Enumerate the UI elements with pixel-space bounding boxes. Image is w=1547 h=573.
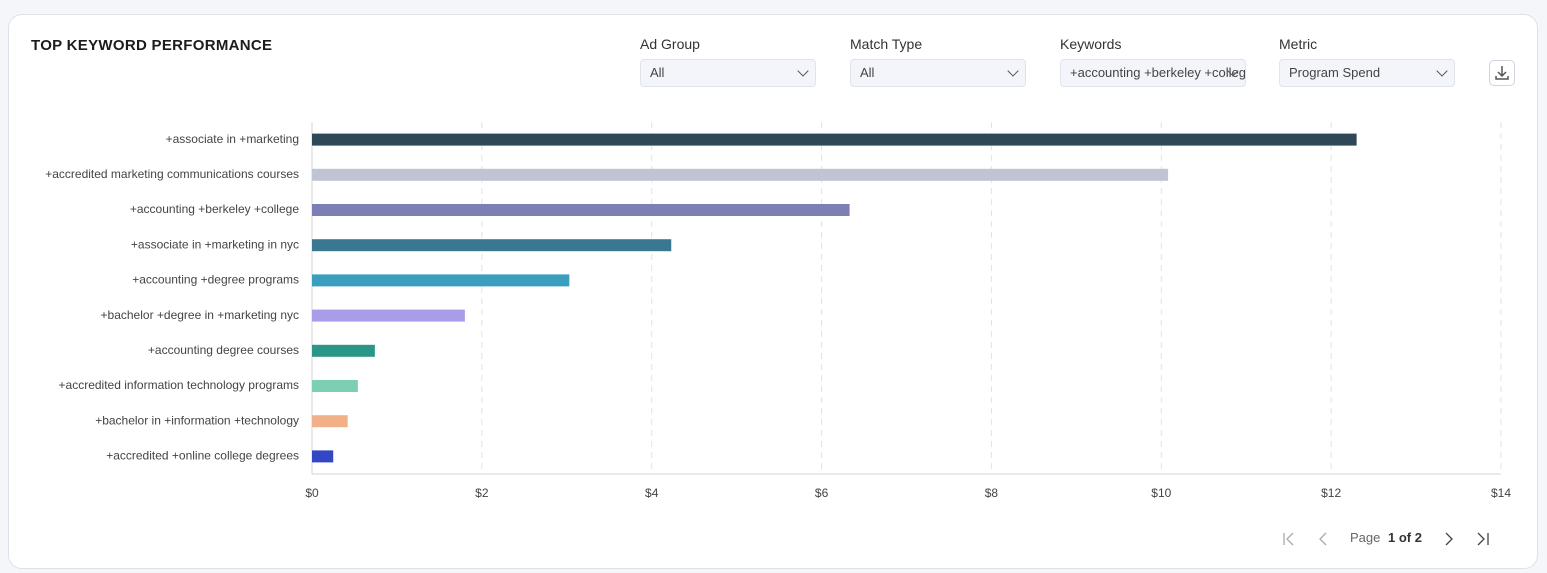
bar <box>312 168 1169 181</box>
bar <box>312 133 1357 146</box>
bar <box>312 380 358 392</box>
y-tick-label: +bachelor in +information +technology <box>95 413 299 427</box>
filter: Ad Group All <box>640 36 816 87</box>
widget-title: TOP KEYWORD PERFORMANCE <box>31 37 273 54</box>
filter: Keywords +accounting +berkeley +college <box>1060 36 1246 87</box>
filter-label: Keywords <box>1060 36 1122 52</box>
bar <box>312 344 375 357</box>
x-tick-label: $0 <box>305 486 319 500</box>
first-page[interactable] <box>1283 532 1294 546</box>
x-tick-label: $6 <box>815 486 829 500</box>
y-tick-label: +bachelor +degree in +marketing nyc <box>101 308 299 322</box>
filter: Metric Program Spend <box>1279 36 1455 87</box>
download-button[interactable] <box>1489 60 1515 86</box>
filter-label: Metric <box>1279 36 1318 52</box>
bar <box>312 204 850 216</box>
bar <box>312 309 465 322</box>
y-tick-label: +accounting degree courses <box>148 343 299 357</box>
filter-select[interactable]: +accounting +berkeley +college <box>1060 59 1246 87</box>
filter-select[interactable]: All <box>850 59 1026 87</box>
x-tick-label: $4 <box>645 486 659 500</box>
x-tick-label: $14 <box>1491 486 1511 500</box>
page-label: Page <box>1350 530 1381 545</box>
y-tick-label: +associate in +marketing in nyc <box>131 237 299 251</box>
next-page[interactable] <box>1445 532 1453 546</box>
bar <box>312 239 672 252</box>
y-tick-label: +accredited +online college degrees <box>106 449 299 463</box>
filter-label: Match Type <box>850 36 923 52</box>
page-status: 1 of 2 <box>1388 530 1422 545</box>
filter-select[interactable]: Program Spend <box>1279 59 1455 87</box>
y-tick-label: +accredited marketing communications cou… <box>45 167 299 181</box>
y-tick-label: +accredited information technology progr… <box>59 378 299 392</box>
filter-label: Ad Group <box>640 36 700 52</box>
last-page[interactable] <box>1477 532 1489 546</box>
x-tick-label: $2 <box>475 486 489 500</box>
x-tick-label: $12 <box>1321 486 1341 500</box>
x-tick-label: $8 <box>985 486 999 500</box>
pager-icons <box>1283 532 1489 546</box>
prev-page[interactable] <box>1319 532 1327 546</box>
y-tick-label: +associate in +marketing <box>166 132 299 146</box>
download-icon <box>1495 66 1509 80</box>
filter: Match Type All <box>850 36 1026 87</box>
bar <box>312 274 570 287</box>
filter-select[interactable]: All <box>640 59 816 87</box>
bar <box>312 450 334 463</box>
y-tick-label: +accounting +degree programs <box>132 273 299 287</box>
y-tick-label: +accounting +berkeley +college <box>130 202 299 216</box>
card <box>8 14 1538 569</box>
bar <box>312 415 348 428</box>
x-tick-label: $10 <box>1151 486 1171 500</box>
